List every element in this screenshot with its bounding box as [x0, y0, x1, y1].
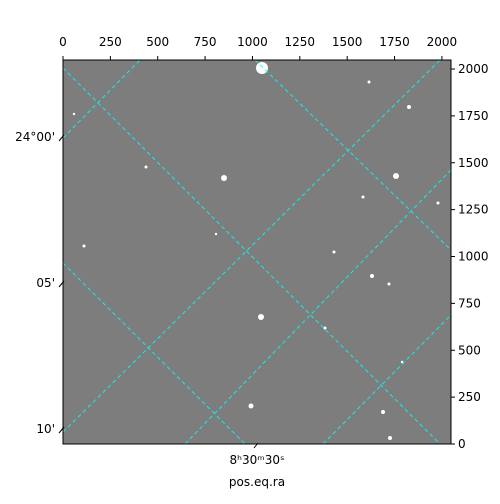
x-tick-label: 750 — [194, 35, 217, 49]
star — [256, 62, 268, 74]
world-y-tick-label: 05' — [36, 276, 55, 290]
stars — [72, 62, 440, 440]
star — [367, 80, 371, 84]
x-tick-label: 500 — [146, 35, 169, 49]
star — [258, 314, 264, 320]
star — [332, 250, 336, 254]
star — [393, 173, 399, 179]
star — [407, 105, 411, 109]
world-y-tick — [58, 134, 65, 142]
star — [323, 326, 327, 330]
y-tick-label: 2000 — [458, 62, 489, 76]
x-tick-label: 250 — [99, 35, 122, 49]
world-x-tick-label: 8ʰ30ᵐ30ˢ — [230, 453, 285, 467]
y-tick-label: 1000 — [458, 250, 489, 264]
star — [400, 360, 404, 364]
coordinate-grid — [62, 59, 452, 445]
star — [387, 282, 391, 286]
world-x-tick — [253, 442, 259, 449]
star — [388, 436, 392, 440]
grid-line — [254, 59, 452, 251]
star — [214, 232, 218, 236]
star — [72, 112, 76, 116]
y-tick-label: 1250 — [458, 203, 489, 217]
y-tick-label: 250 — [458, 390, 481, 404]
star — [370, 274, 374, 278]
star — [436, 201, 440, 205]
grid-line — [62, 67, 441, 445]
grid-line — [62, 59, 441, 433]
grid-line — [62, 59, 141, 139]
x-axis-label: pos.eq.ra — [229, 475, 285, 489]
star — [248, 403, 254, 409]
y-tick-label: 750 — [458, 296, 481, 310]
world-y-tick-label: 10' — [36, 422, 55, 436]
world-y-tick — [58, 426, 65, 434]
star — [221, 175, 227, 181]
x-tick-label: 1000 — [237, 35, 268, 49]
x-tick-label: 1750 — [379, 35, 410, 49]
x-tick-label: 2000 — [427, 35, 458, 49]
y-tick-label: 500 — [458, 343, 481, 357]
y-tick-label: 1750 — [458, 109, 489, 123]
star — [144, 165, 148, 169]
grid-line — [184, 169, 452, 445]
world-y-tick — [58, 280, 65, 288]
y-tick-label: 0 — [458, 437, 466, 451]
star — [82, 244, 86, 248]
x-tick-label: 0 — [59, 35, 67, 49]
x-tick-label: 1250 — [285, 35, 316, 49]
world-y-tick-label: 24°00' — [15, 130, 55, 144]
y-tick-label: 1500 — [458, 156, 489, 170]
grid-line — [322, 314, 452, 445]
x-tick-label: 1500 — [332, 35, 363, 49]
image — [63, 60, 451, 444]
star — [361, 195, 365, 199]
star — [381, 410, 385, 414]
